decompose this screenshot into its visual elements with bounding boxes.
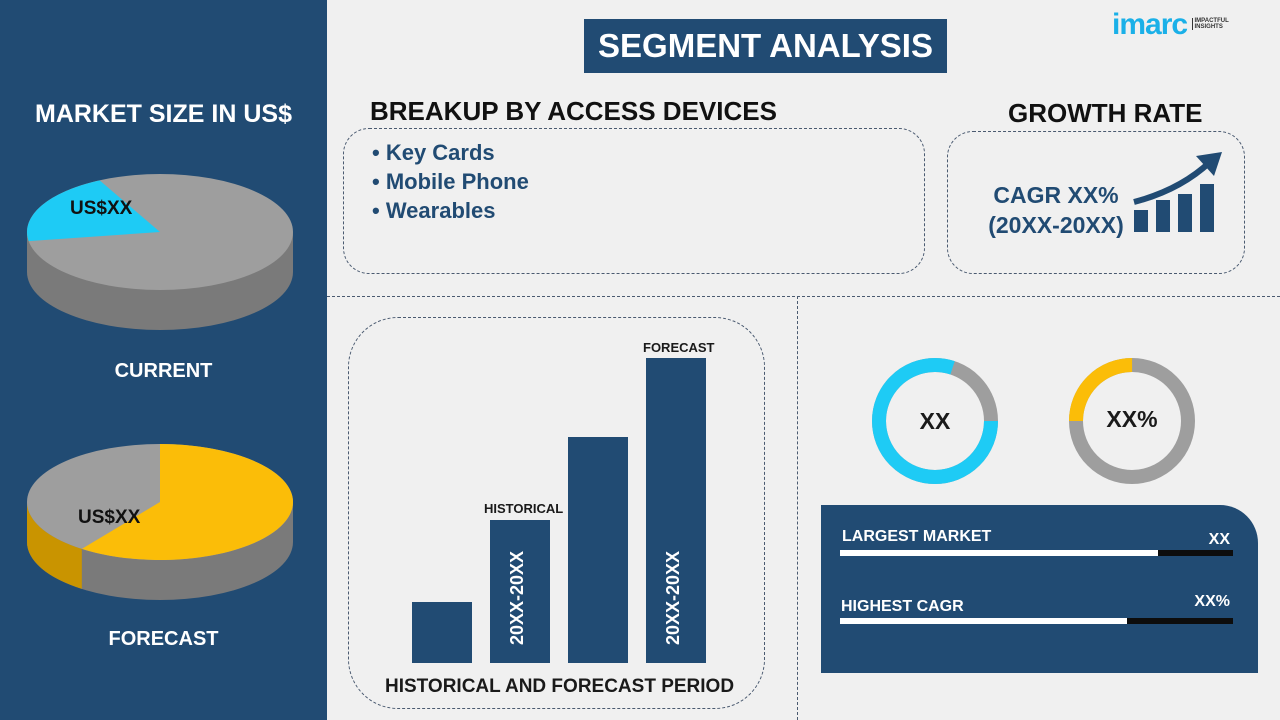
stats-panel: LARGEST MARKET XX HIGHEST CAGR XX%: [821, 505, 1258, 673]
divider-horizontal: [327, 296, 1280, 297]
period-chart-box: [348, 317, 765, 709]
breakup-item: • Mobile Phone: [372, 169, 529, 194]
breakup-item: • Key Cards: [372, 140, 495, 165]
breakup-box: • Key Cards • Mobile Phone • Wearables: [343, 128, 925, 274]
historical-label: HISTORICAL: [484, 501, 564, 516]
current-label: CURRENT: [114, 360, 213, 382]
logo-wordmark: imarc: [1112, 8, 1188, 41]
logo-tagline: IMPACTFUL INSIGHTS: [1191, 18, 1232, 30]
period-bar: [412, 602, 472, 663]
pie-side-highlight: [27, 502, 82, 589]
growth-chart-icon: [1133, 152, 1222, 232]
donut-charts: [872, 358, 1195, 484]
donut-1-value: XX: [919, 408, 951, 434]
forecast-range: 20XX-20XX: [663, 550, 683, 645]
period-bar: [568, 437, 628, 663]
growth-title: GROWTH RATE: [1008, 98, 1203, 128]
forecast-label: FORECAST: [643, 340, 715, 355]
current-value: US$XX: [70, 198, 133, 219]
market-size-panel: MARKET SIZE IN US$ US$XX CURRENT US$XX F…: [0, 0, 327, 720]
imarc-logo: imarc IMPACTFUL INSIGHTS: [1112, 8, 1232, 42]
page-title: SEGMENT ANALYSIS: [584, 19, 947, 73]
cagr-period: (20XX-20XX): [988, 212, 1124, 238]
donut-2-value: XX%: [1106, 406, 1158, 432]
period-axis-label: HISTORICAL AND FORECAST PERIOD: [385, 676, 735, 697]
period-bar: [646, 358, 706, 663]
highest-cagr-bar: [840, 618, 1233, 624]
largest-market-bar: [840, 550, 1233, 556]
largest-market-value: XX: [1208, 531, 1230, 548]
forecast-value: US$XX: [78, 507, 141, 528]
highest-cagr-value: XX%: [1194, 593, 1230, 610]
historical-range: 20XX-20XX: [507, 550, 527, 645]
highest-cagr-label: HIGHEST CAGR: [841, 598, 964, 615]
forecast-label: FORECAST: [108, 628, 219, 650]
forecast-pie: [27, 444, 293, 600]
donut-fill: [1069, 358, 1195, 484]
divider-vertical: [797, 296, 798, 720]
growth-box: CAGR XX% (20XX-20XX): [947, 131, 1245, 274]
donut-fill: [872, 358, 998, 484]
period-bar: [490, 519, 550, 663]
market-size-title: MARKET SIZE IN US$: [35, 100, 292, 128]
cagr-value: CAGR XX%: [993, 182, 1119, 208]
largest-market-label: LARGEST MARKET: [842, 528, 992, 545]
breakup-title: BREAKUP BY ACCESS DEVICES: [370, 96, 777, 126]
pie-highlight-slice: [26, 180, 160, 242]
current-pie: [26, 174, 293, 330]
pie-highlight-slice: [81, 444, 293, 560]
breakup-item: • Wearables: [372, 198, 496, 223]
